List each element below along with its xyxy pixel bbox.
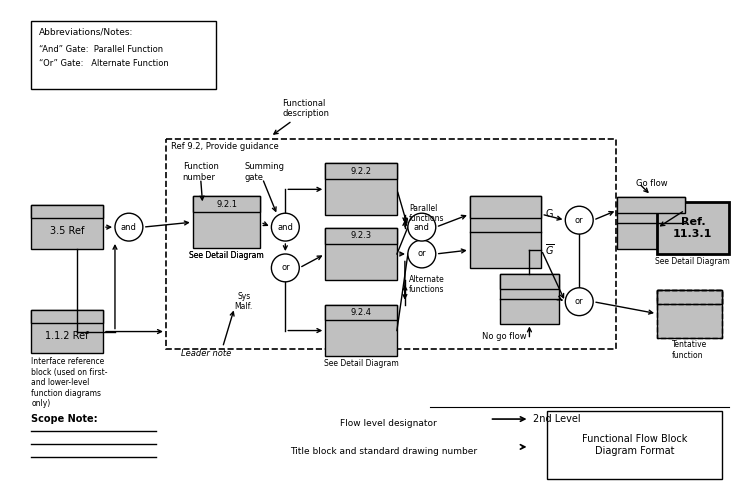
Text: Ref 9.2, Provide guidance: Ref 9.2, Provide guidance [171, 142, 278, 150]
Text: Abbreviations/Notes:: Abbreviations/Notes: [39, 27, 134, 36]
Bar [32, 310, 103, 354]
Text: Leader note: Leader note [181, 350, 231, 358]
Text: See Detail Diagram: See Detail Diagram [189, 251, 264, 260]
Bar [326, 304, 397, 320]
Bar [470, 196, 542, 268]
Bar [657, 290, 722, 304]
Text: Go flow: Go flow [636, 180, 668, 188]
Text: and: and [121, 222, 136, 232]
Text: 9.2.3: 9.2.3 [350, 232, 371, 240]
Bar [326, 304, 397, 356]
Circle shape [408, 240, 436, 268]
Text: 1.1.2 Ref: 1.1.2 Ref [46, 330, 89, 340]
Text: No go flow: No go flow [482, 332, 526, 340]
Text: or: or [575, 216, 584, 224]
Text: and: and [278, 222, 293, 232]
Text: Sys: Sys [238, 292, 250, 301]
Bar [657, 290, 722, 304]
Bar [193, 196, 260, 212]
Text: $\overline{G}$: $\overline{G}$ [545, 242, 555, 258]
Bar [500, 274, 560, 324]
Text: Functional
description: Functional description [282, 99, 329, 118]
Text: 9.2.1: 9.2.1 [216, 200, 237, 208]
Circle shape [272, 254, 299, 282]
Text: or: or [281, 264, 290, 272]
Text: Interface reference
block (used on first-
and lower-level
function diagrams
only: Interface reference block (used on first… [32, 358, 108, 408]
Text: See Detail Diagram: See Detail Diagram [189, 251, 264, 260]
Text: Functional Flow Block
Diagram Format: Functional Flow Block Diagram Format [582, 434, 687, 456]
Bar [500, 274, 560, 289]
Text: Scope Note:: Scope Note: [32, 414, 98, 424]
Bar [193, 196, 260, 248]
Text: Alternate
functions: Alternate functions [409, 274, 445, 294]
Bar [617, 198, 685, 213]
Bar [32, 310, 103, 323]
Bar [32, 205, 103, 249]
Text: 3.5 Ref: 3.5 Ref [50, 226, 84, 236]
Bar [470, 196, 542, 218]
Text: Title block and standard drawing number: Title block and standard drawing number [290, 447, 478, 456]
Bar [326, 164, 397, 179]
Bar [326, 228, 397, 280]
Text: or: or [418, 250, 426, 258]
Text: 9.2.2: 9.2.2 [350, 166, 371, 175]
Bar [617, 198, 685, 249]
Text: Parallel
functions: Parallel functions [409, 204, 444, 224]
Text: “Or” Gate:   Alternate Function: “Or” Gate: Alternate Function [39, 59, 169, 68]
Circle shape [115, 213, 142, 241]
Text: G: G [545, 209, 553, 219]
Text: Function
number: Function number [183, 162, 218, 182]
Bar [32, 22, 215, 89]
Text: Malf.: Malf. [235, 302, 253, 310]
Bar [548, 411, 722, 478]
Bar [326, 164, 397, 215]
Text: Ref.: Ref. [680, 217, 705, 227]
Text: Flow level designator: Flow level designator [340, 419, 437, 428]
Circle shape [408, 213, 436, 241]
Text: See Detail Diagram: See Detail Diagram [324, 360, 398, 368]
Circle shape [566, 288, 593, 316]
Text: or: or [575, 297, 584, 306]
Text: See Detail Diagram: See Detail Diagram [656, 257, 730, 266]
Bar [657, 290, 722, 338]
Text: Summing
gate: Summing gate [244, 162, 284, 182]
Text: 11.3.1: 11.3.1 [674, 229, 712, 239]
Circle shape [566, 206, 593, 234]
Bar [326, 228, 397, 244]
Text: 2nd Level: 2nd Level [533, 414, 581, 424]
Bar [657, 202, 729, 254]
Bar [32, 205, 103, 218]
Bar [657, 290, 722, 338]
Bar [166, 138, 616, 350]
Text: and: and [414, 222, 430, 232]
Text: Tentative
function: Tentative function [672, 340, 707, 360]
Text: 9.2.4: 9.2.4 [350, 308, 371, 317]
Text: “And” Gate:  Parallel Function: “And” Gate: Parallel Function [39, 45, 164, 54]
Circle shape [272, 213, 299, 241]
